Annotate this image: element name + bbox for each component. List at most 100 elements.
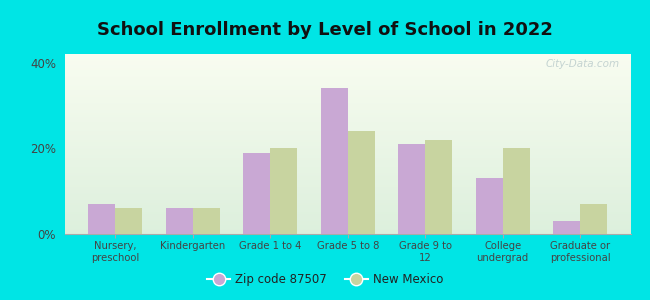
Bar <box>65 182 630 184</box>
Bar <box>65 211 630 212</box>
Bar <box>65 221 630 223</box>
Bar <box>243 153 270 234</box>
Bar <box>65 153 630 155</box>
Bar <box>65 137 630 139</box>
Bar <box>65 85 630 86</box>
Bar <box>65 133 630 135</box>
Bar <box>65 230 630 232</box>
Bar <box>65 104 630 106</box>
Bar <box>65 68 630 70</box>
Bar <box>320 88 348 234</box>
Bar <box>65 178 630 180</box>
Bar <box>166 208 193 234</box>
Bar <box>65 207 630 209</box>
Bar <box>65 149 630 151</box>
Bar <box>65 216 630 218</box>
Bar <box>65 115 630 117</box>
Bar <box>65 108 630 110</box>
Bar <box>580 204 607 234</box>
Bar <box>348 131 375 234</box>
Bar <box>65 135 630 137</box>
Bar <box>65 101 630 103</box>
Bar <box>65 83 630 85</box>
Bar <box>65 103 630 104</box>
Bar <box>88 204 115 234</box>
Bar <box>65 157 630 158</box>
Bar <box>65 144 630 146</box>
Bar <box>65 229 630 230</box>
Bar <box>65 200 630 202</box>
Bar <box>65 131 630 133</box>
Bar <box>65 124 630 126</box>
Bar <box>193 208 220 234</box>
Bar <box>65 189 630 191</box>
Bar <box>65 158 630 160</box>
Text: City-Data.com: City-Data.com <box>545 59 619 69</box>
Bar <box>65 146 630 148</box>
Bar <box>65 74 630 76</box>
Bar <box>65 167 630 169</box>
Bar <box>65 142 630 144</box>
Bar <box>65 54 630 56</box>
Bar <box>65 65 630 67</box>
Bar <box>65 187 630 189</box>
Bar <box>65 67 630 68</box>
Bar <box>65 119 630 121</box>
Bar <box>65 139 630 140</box>
Bar <box>65 194 630 196</box>
Bar <box>115 208 142 234</box>
Bar <box>65 70 630 72</box>
Bar <box>65 173 630 175</box>
Bar <box>65 155 630 157</box>
Bar <box>65 171 630 173</box>
Bar <box>398 144 425 234</box>
Bar <box>65 232 630 234</box>
Bar <box>65 79 630 81</box>
Bar <box>65 160 630 162</box>
Bar <box>65 97 630 99</box>
Bar <box>65 121 630 122</box>
Bar <box>65 205 630 207</box>
Bar <box>65 59 630 61</box>
Bar <box>65 113 630 115</box>
Bar <box>65 203 630 205</box>
Bar <box>65 227 630 229</box>
Bar <box>65 169 630 171</box>
Bar <box>65 164 630 166</box>
Bar <box>65 225 630 227</box>
Bar <box>65 176 630 178</box>
Bar <box>65 95 630 97</box>
Bar <box>65 112 630 113</box>
Bar <box>65 198 630 200</box>
Bar <box>502 148 530 234</box>
Bar <box>65 99 630 101</box>
Bar <box>65 94 630 95</box>
Bar <box>553 221 580 234</box>
Text: School Enrollment by Level of School in 2022: School Enrollment by Level of School in … <box>97 21 553 39</box>
Bar <box>65 126 630 128</box>
Bar <box>65 184 630 185</box>
Bar <box>65 220 630 221</box>
Bar <box>65 61 630 63</box>
Bar <box>65 148 630 149</box>
Bar <box>65 202 630 203</box>
Bar <box>65 77 630 79</box>
Bar <box>65 196 630 198</box>
Bar <box>65 88 630 90</box>
Bar <box>65 193 630 194</box>
Bar <box>65 162 630 164</box>
Bar <box>65 166 630 167</box>
Bar <box>65 180 630 182</box>
Bar <box>65 63 630 65</box>
Bar <box>476 178 502 234</box>
Bar <box>65 90 630 92</box>
Bar <box>65 110 630 112</box>
Legend: Zip code 87507, New Mexico: Zip code 87507, New Mexico <box>202 269 448 291</box>
Bar <box>65 56 630 58</box>
Bar <box>65 72 630 74</box>
Bar <box>65 209 630 211</box>
Bar <box>65 151 630 153</box>
Bar <box>65 117 630 119</box>
Bar <box>65 92 630 94</box>
Bar <box>65 218 630 220</box>
